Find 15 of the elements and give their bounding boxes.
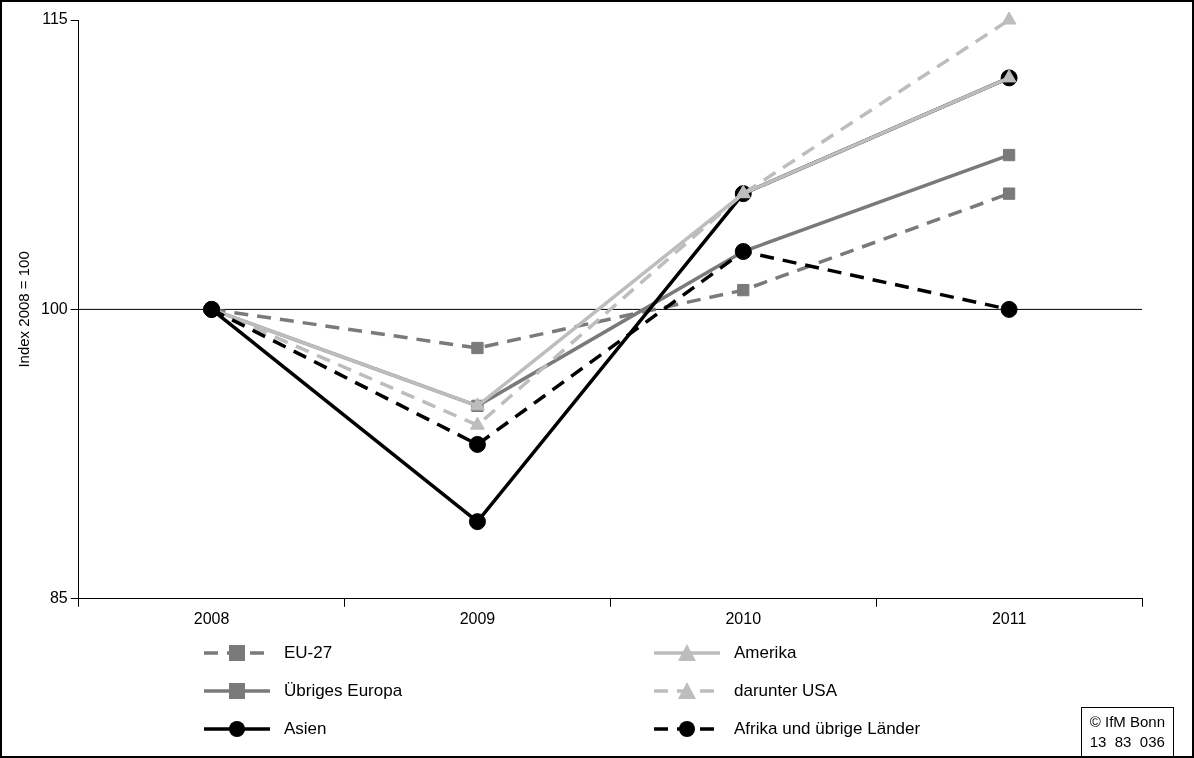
legend-label: Übriges Europa: [284, 681, 403, 701]
text: © IfM Bonn 13 83 036: [1080, 707, 1174, 756]
legend-label: Afrika und übrige Länder: [734, 719, 921, 739]
x-tick-label: 2010: [725, 609, 762, 627]
y-axis-title: Index 2008 = 100: [15, 251, 33, 368]
x-tick-label: 2009: [459, 609, 496, 627]
y-tick-label: 115: [42, 10, 68, 28]
legend-label: Amerika: [734, 643, 797, 663]
legend-label: Asien: [284, 719, 327, 739]
legend-label: darunter USA: [734, 681, 837, 701]
x-tick-label: 2008: [193, 609, 230, 627]
y-tick-label: 85: [49, 589, 68, 607]
x-tick-label: 2011: [991, 609, 1027, 627]
legend-label: EU-27: [284, 643, 333, 663]
y-tick-label: 100: [40, 299, 68, 317]
